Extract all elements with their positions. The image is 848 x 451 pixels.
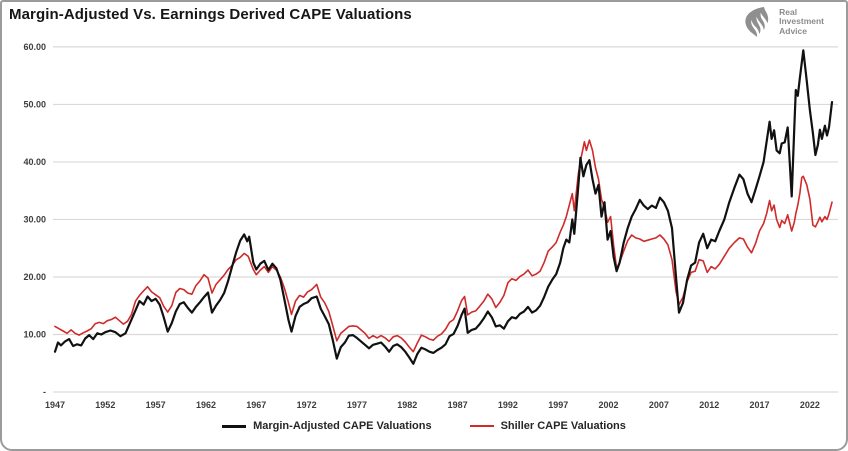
chart-title: Margin-Adjusted Vs. Earnings Derived CAP… — [9, 6, 412, 23]
brand-logo: Real Investment Advice — [742, 6, 824, 38]
brand-logo-line1: Real — [779, 6, 798, 17]
shiller-line-swatch-icon — [469, 425, 494, 427]
eagle-icon — [745, 7, 769, 37]
gridlines — [53, 46, 838, 393]
x-tick-label: 1947 — [45, 400, 65, 410]
x-tick-label: 1982 — [397, 400, 417, 410]
x-tick-label: 2017 — [750, 400, 770, 410]
y-tick-label: 20.00 — [23, 272, 46, 282]
x-tick-label: 1967 — [246, 400, 266, 410]
brand-logo-line3: Advice — [779, 25, 807, 36]
shiller-series-line — [54, 139, 833, 353]
x-tick-label: 1957 — [146, 400, 166, 410]
margin-adjusted-series-line — [53, 49, 834, 365]
x-tick-label: 1962 — [196, 400, 216, 410]
legend-item-shiller: Shiller CAPE Valuations — [469, 420, 626, 432]
brand-logo-line2: Investment — [779, 16, 824, 27]
y-tick-label: 40.00 — [23, 157, 46, 167]
x-tick-label: 1972 — [297, 400, 317, 410]
x-tick-label: 1977 — [347, 400, 367, 410]
y-tick-label: 30.00 — [23, 214, 46, 224]
x-tick-label: 1997 — [548, 400, 568, 410]
x-tick-label: 2002 — [599, 400, 619, 410]
x-tick-label: 2022 — [800, 400, 820, 410]
x-axis-tick-labels: 1947 1952 1957 1962 1967 1972 1977 1982 1987 1992… — [45, 400, 820, 410]
y-tick-label: 60.00 — [23, 42, 46, 52]
legend-label-shiller: Shiller CAPE Valuations — [500, 420, 626, 432]
y-tick-label: 10.00 — [23, 329, 46, 339]
brand-logo-text: Real Investment Advice — [779, 6, 824, 37]
x-tick-label: 2007 — [649, 400, 669, 410]
legend-label-margin-adjusted: Margin-Adjusted CAPE Valuations — [253, 420, 432, 432]
x-tick-label: 1987 — [448, 400, 468, 410]
y-tick-label: - — [43, 387, 46, 397]
y-tick-label: 50.00 — [23, 99, 46, 109]
legend-item-margin-adjusted: Margin-Adjusted CAPE Valuations — [222, 420, 432, 432]
x-tick-label: 1952 — [95, 400, 115, 410]
y-axis-tick-labels: 60.00 50.00 40.00 30.00 20.00 10.00 - — [23, 42, 46, 397]
margin-adjusted-line-swatch-icon — [222, 424, 247, 428]
x-tick-label: 2012 — [699, 400, 719, 410]
x-tick-label: 1992 — [498, 400, 518, 410]
chart-legend: Margin-Adjusted CAPE Valuations Shiller … — [0, 420, 848, 432]
